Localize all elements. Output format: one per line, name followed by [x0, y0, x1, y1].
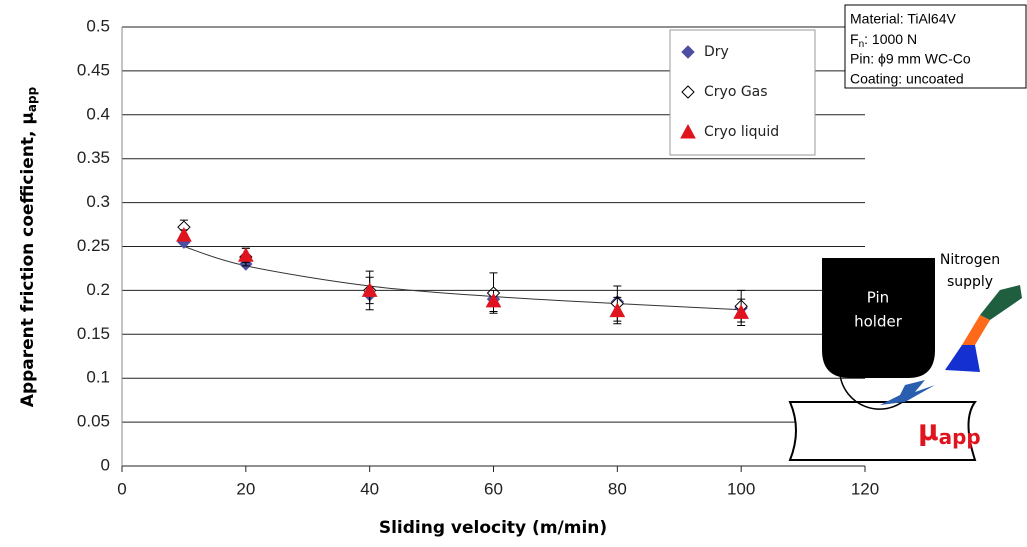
- x-tick-label: 120: [851, 479, 879, 498]
- nozzle: [980, 285, 1022, 320]
- x-tick-label: 60: [484, 479, 503, 498]
- y-tick-label: 0.3: [86, 192, 110, 211]
- mu-label: μapp: [918, 414, 981, 449]
- y-axis-label: Apparent friction coefficient, μapp: [18, 86, 39, 407]
- legend-marker: [681, 45, 695, 59]
- y-tick-label: 0.05: [77, 412, 110, 431]
- point: [485, 292, 502, 308]
- point: [361, 282, 378, 297]
- y-tick-label: 0.2: [86, 280, 110, 299]
- pin: [839, 374, 906, 410]
- x-tick-label: 20: [236, 479, 255, 498]
- point: [733, 304, 750, 319]
- info-text: Pin: ϕ9 mm WC-Co: [850, 51, 971, 67]
- legend-marker: [681, 85, 695, 99]
- info-text: Coating: uncoated: [850, 71, 964, 87]
- spark: [880, 380, 935, 405]
- legend-label: Cryo liquid: [704, 124, 779, 140]
- legend-label: Cryo Gas: [704, 84, 768, 100]
- info-box: Material: TiAl64V Fn: 1000 N Pin: ϕ9 mm …: [844, 4, 1027, 89]
- y-tick-label: 0.35: [77, 148, 110, 167]
- pin-holder: [822, 258, 935, 378]
- y-tick-label: 0.5: [86, 16, 110, 35]
- diagram: Pin holder Nitrogen supply μapp: [788, 252, 1022, 461]
- pin-holder-label: Pin: [867, 289, 889, 307]
- x-axis-label: Sliding velocity (m/min): [379, 518, 607, 538]
- point: [176, 227, 192, 242]
- point: [609, 302, 626, 318]
- y-tick-label: 0.25: [77, 236, 110, 255]
- trendline: [183, 246, 742, 311]
- point: [237, 247, 254, 262]
- x-tick-label: 80: [608, 479, 627, 498]
- x-tick-label: 0: [117, 479, 126, 498]
- y-tick-label: 0.15: [77, 324, 110, 343]
- info-text: Fn: 1000 N: [850, 31, 917, 50]
- pin-holder-label: holder: [854, 313, 903, 331]
- y-tick-label: 0.4: [86, 104, 110, 123]
- y-tick-label: 0: [101, 455, 110, 474]
- x-tick-label: 40: [360, 479, 379, 498]
- legend-marker: [680, 123, 696, 139]
- info-text: Material: TiAl64V: [850, 11, 956, 27]
- legend-label: Dry: [704, 44, 729, 60]
- diagram-label: Nitrogen: [940, 252, 1000, 268]
- nozzle: [962, 315, 990, 345]
- y-tick-label: 0.45: [77, 60, 110, 79]
- workpiece: [788, 401, 977, 461]
- y-tick-label: 0.1: [86, 368, 110, 387]
- nozzle: [945, 345, 980, 372]
- x-tick-label: 100: [727, 479, 755, 498]
- diagram-label: supply: [947, 274, 993, 290]
